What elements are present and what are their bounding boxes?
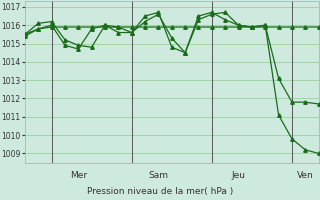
Text: Jeu: Jeu bbox=[231, 171, 245, 180]
Text: Ven: Ven bbox=[297, 171, 314, 180]
Text: Pression niveau de la mer( hPa ): Pression niveau de la mer( hPa ) bbox=[87, 187, 233, 196]
Text: Sam: Sam bbox=[148, 171, 168, 180]
Text: Mer: Mer bbox=[70, 171, 87, 180]
